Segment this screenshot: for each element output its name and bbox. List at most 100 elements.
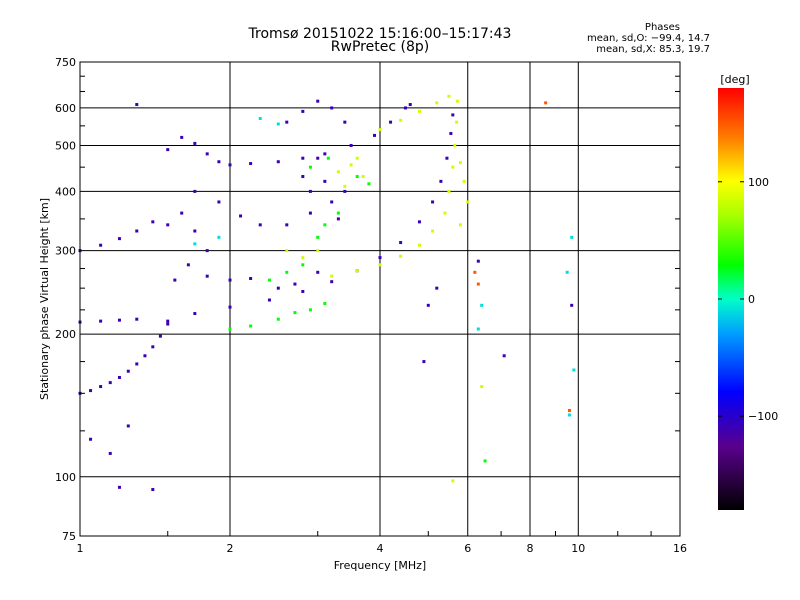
echo-point — [570, 303, 574, 307]
echo-point — [89, 437, 93, 441]
echo-point — [151, 220, 155, 224]
echo-point — [180, 135, 184, 139]
x-tick-label: 8 — [527, 542, 534, 555]
echo-point — [330, 200, 334, 204]
echo-point — [445, 156, 449, 160]
echo-point — [451, 113, 455, 117]
echo-point — [239, 214, 243, 218]
echo-point — [117, 318, 121, 322]
echo-point — [435, 286, 439, 290]
echo-point — [205, 152, 209, 156]
y-tick-label: 100 — [55, 471, 76, 484]
echo-point — [355, 175, 359, 179]
echo-point — [453, 143, 457, 147]
echo-point — [451, 479, 455, 483]
echo-point — [476, 282, 480, 286]
echo-point — [126, 424, 130, 428]
echo-point — [403, 106, 407, 110]
x-tick-label: 4 — [377, 542, 384, 555]
echo-point — [217, 235, 221, 239]
echo-point — [316, 99, 320, 103]
echo-point — [431, 200, 435, 204]
echo-point — [308, 189, 312, 193]
grid — [80, 62, 680, 536]
y-tick-label: 600 — [55, 102, 76, 115]
echo-point — [285, 120, 289, 124]
colorbar — [718, 88, 744, 510]
colorbar-tick-label: −100 — [748, 410, 778, 423]
echo-point — [117, 375, 121, 379]
echo-point — [135, 317, 139, 321]
echo-point — [323, 179, 327, 183]
echo-point — [399, 254, 403, 258]
echo-point — [570, 235, 574, 239]
echo-point — [336, 211, 340, 215]
echo-point — [193, 229, 197, 233]
echo-point — [378, 263, 382, 267]
echo-point — [308, 211, 312, 215]
echo-point — [361, 175, 365, 179]
echo-point — [301, 109, 305, 113]
echo-point — [447, 189, 451, 193]
echo-point — [417, 109, 421, 113]
chart-title: Tromsø 20151022 15:16:00–15:17:43 — [248, 26, 512, 42]
echo-point — [462, 179, 466, 183]
colorbar-ticks: 100 0 −100 — [718, 176, 778, 423]
echo-point — [567, 408, 571, 412]
colorbar-label: [deg] — [720, 73, 749, 86]
echo-point — [349, 163, 353, 167]
echo-point — [99, 243, 103, 247]
echo-point — [426, 303, 430, 307]
echo-point — [89, 389, 93, 393]
echo-point — [193, 189, 197, 193]
echo-point — [567, 413, 571, 417]
echo-point — [135, 103, 139, 107]
echo-point — [455, 99, 459, 103]
echo-point — [399, 241, 403, 245]
echo-point — [293, 311, 297, 315]
echo-point — [217, 200, 221, 204]
echo-point — [205, 274, 209, 278]
echo-point — [308, 308, 312, 312]
echo-point — [108, 451, 112, 455]
echo-point — [166, 319, 170, 323]
echo-point — [117, 485, 121, 489]
echo-point — [193, 312, 197, 316]
echo-point — [276, 160, 280, 164]
echo-point — [316, 249, 320, 253]
echo-point — [373, 133, 377, 137]
echo-point — [166, 223, 170, 227]
echo-point — [217, 160, 221, 164]
echo-point — [544, 101, 548, 105]
echo-point — [285, 270, 289, 274]
echo-point — [143, 354, 147, 358]
echo-point — [228, 163, 232, 167]
echo-point — [285, 249, 289, 253]
y-tick-label: 500 — [55, 139, 76, 152]
echo-point — [458, 161, 462, 165]
echo-point — [258, 116, 262, 120]
stats-x-mode: mean, sd,X: 85.3, 19.7 — [596, 44, 710, 55]
stats-heading: Phases — [644, 22, 680, 33]
echo-point — [135, 229, 139, 233]
y-tick-label: 200 — [55, 328, 76, 341]
echo-point — [193, 141, 197, 145]
echo-point — [267, 298, 271, 302]
echo-point — [180, 211, 184, 215]
echo-point — [343, 189, 347, 193]
echo-point — [276, 286, 280, 290]
echo-point — [301, 256, 305, 260]
echo-point — [166, 148, 170, 152]
echo-point — [293, 282, 297, 286]
echo-point — [473, 270, 477, 274]
y-tick-label: 750 — [55, 56, 76, 69]
echo-point — [316, 270, 320, 274]
echo-point — [431, 229, 435, 233]
echo-point — [158, 334, 162, 338]
echo-point — [466, 200, 470, 204]
echo-point — [378, 256, 382, 260]
echo-point — [330, 280, 334, 284]
echo-point — [285, 223, 289, 227]
echo-point — [502, 354, 506, 358]
x-tick-label: 1 — [77, 542, 84, 555]
